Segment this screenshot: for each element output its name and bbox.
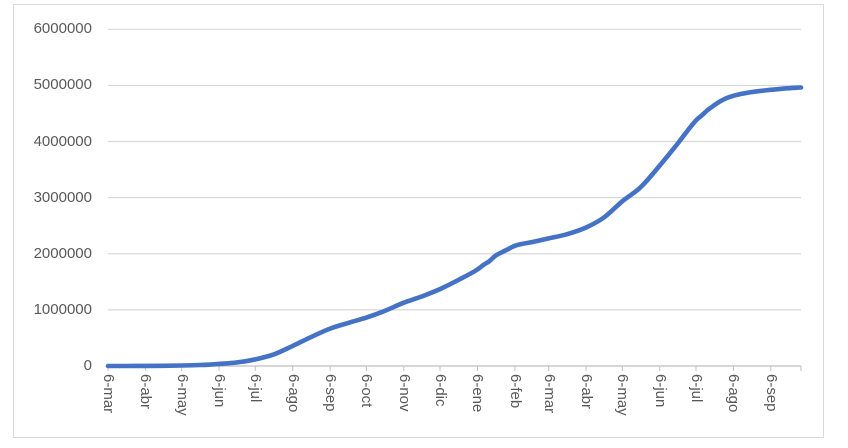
x-axis-label: 6-sep: [322, 374, 340, 412]
x-axis-label: 6-ago: [284, 374, 302, 413]
x-axis-label: 6-may: [173, 374, 191, 416]
x-axis-label: 6-mar: [540, 374, 558, 414]
x-axis-label: 6-jul: [687, 374, 705, 403]
x-axis-label: 6-sep: [762, 374, 780, 412]
x-axis-label: 6-mar: [100, 374, 117, 414]
chart-border: [13, 4, 824, 438]
x-axis-label: 6-may: [614, 374, 632, 416]
x-axis-label: 6-abr: [137, 374, 155, 410]
x-axis-label: 6-jun: [211, 374, 229, 408]
x-axis-label: 6-ago: [725, 374, 743, 413]
y-axis-label: 2000000: [33, 244, 92, 262]
y-axis-label: 5000000: [33, 76, 92, 94]
y-axis-label: 6000000: [33, 20, 92, 38]
x-axis-label: 6-nov: [395, 374, 413, 412]
y-axis-label: 4000000: [33, 132, 92, 150]
y-axis-label: 1000000: [33, 300, 92, 318]
x-axis-label: 6-ene: [469, 374, 487, 413]
x-axis-label: 6-oct: [358, 374, 376, 408]
x-axis-label: 6-feb: [506, 374, 524, 409]
data-series-line: [105, 85, 804, 369]
gridlines: [108, 28, 801, 311]
y-axis-label: 0: [83, 357, 92, 374]
x-axis-label: 6-abr: [578, 374, 596, 410]
x-axis-label: 6-jun: [651, 374, 669, 408]
y-axis-label: 3000000: [33, 188, 92, 206]
x-axis-label: 6-dic: [432, 374, 449, 407]
axis-tick-marks: [107, 366, 802, 371]
x-axis-label: 6-jul: [247, 374, 265, 403]
